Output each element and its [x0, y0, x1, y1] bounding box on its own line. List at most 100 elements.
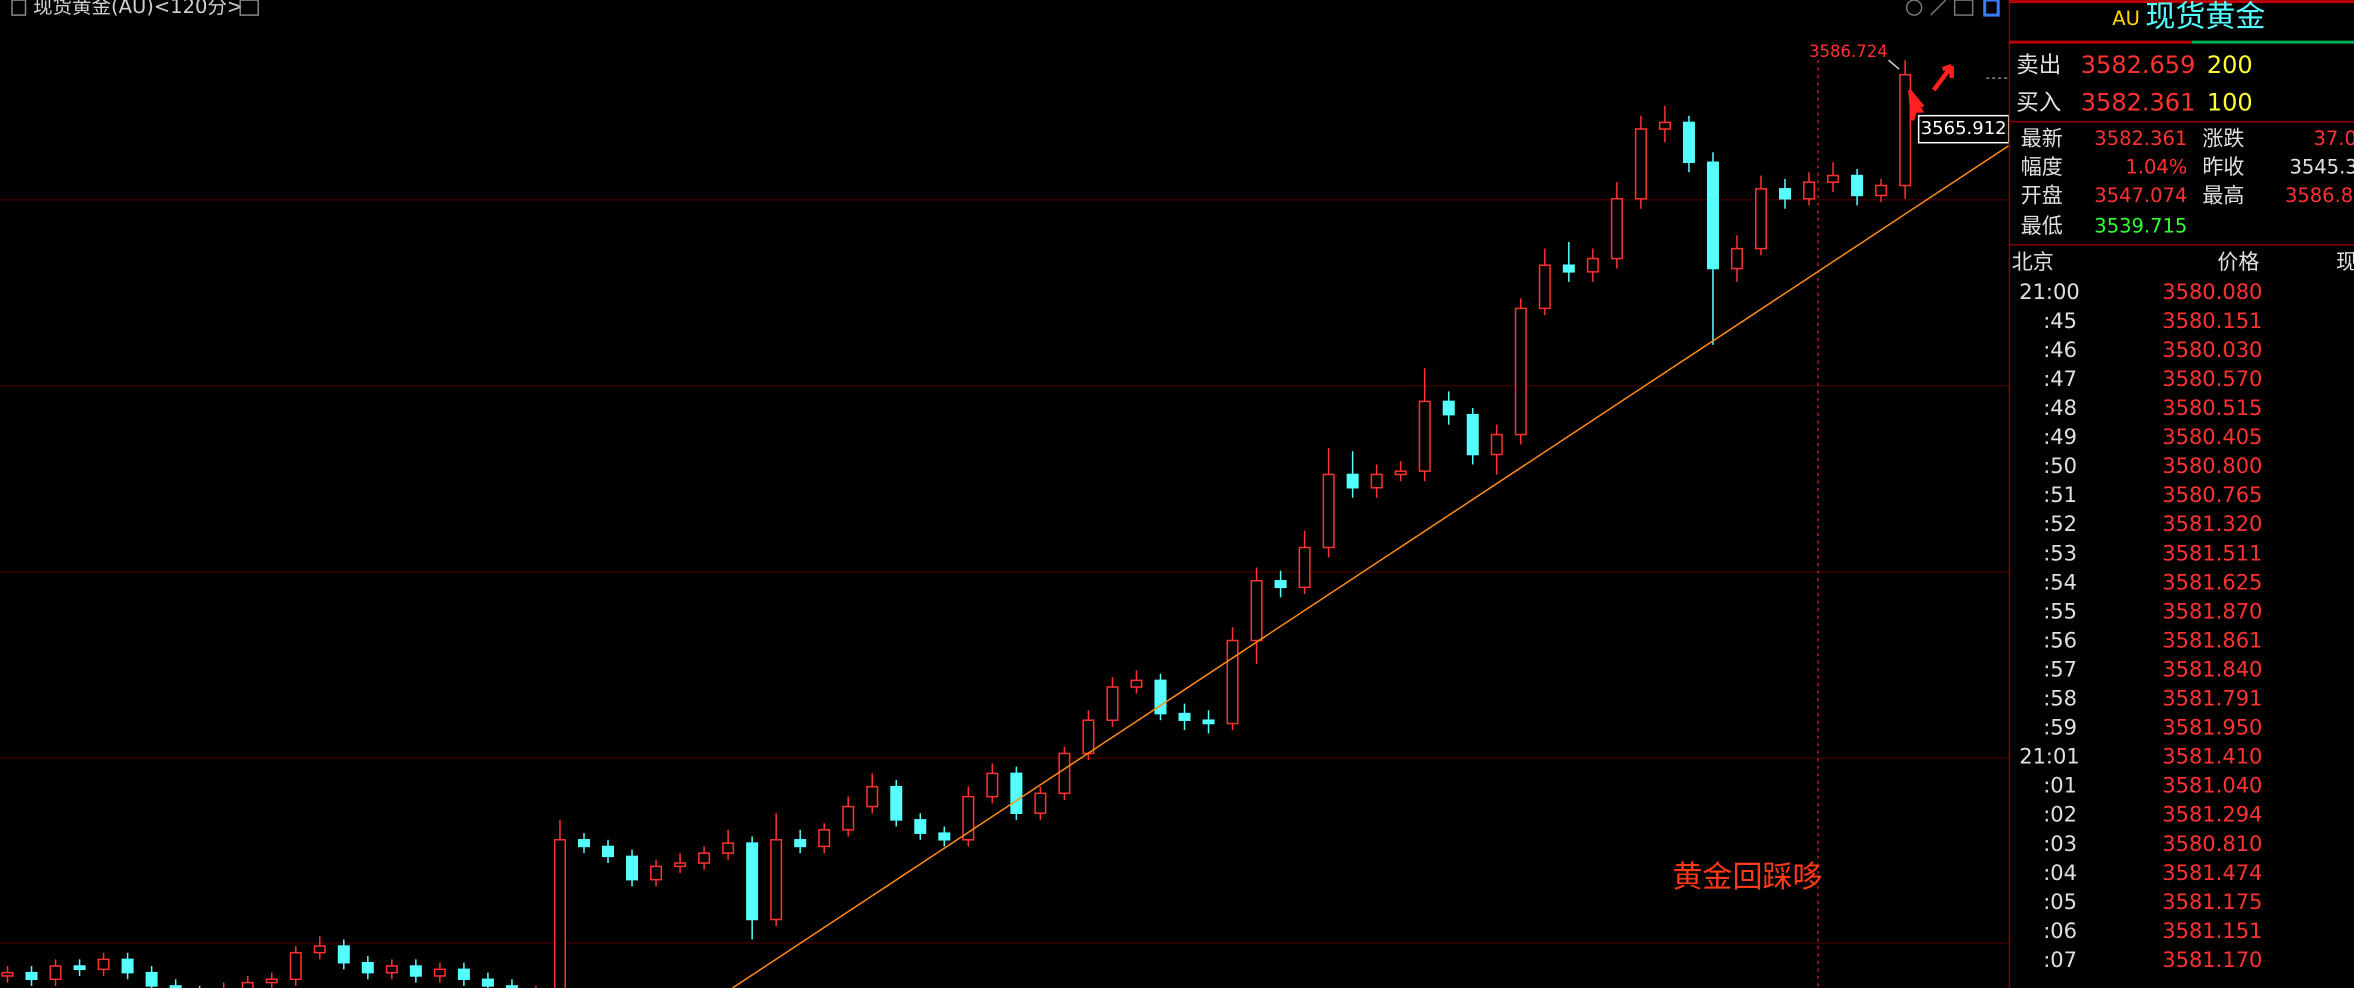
candle-body [1827, 174, 1840, 183]
tick-table: 21:00 3580.080:45 3580.151:46 3580.030:47 35… [2019, 279, 2262, 972]
candle-body [1106, 686, 1119, 721]
candle-body [1034, 792, 1047, 814]
candle-body [73, 965, 86, 971]
candle-body [409, 965, 422, 977]
eye-icon[interactable] [1905, 0, 1923, 16]
tick-price: 3580.515 [2162, 395, 2262, 420]
candle-body [1682, 121, 1695, 164]
candle-body [650, 865, 663, 881]
candle-body [818, 829, 831, 848]
panel-icon[interactable] [1983, 0, 2000, 17]
tick-price: 3581.175 [2162, 889, 2262, 914]
tick-time: :49 [2043, 424, 2077, 449]
tick-time: :46 [2043, 337, 2077, 362]
candle-body [1538, 264, 1551, 310]
stat-value: 3547.074 [2094, 184, 2187, 207]
tick-time: :59 [2043, 715, 2077, 740]
stat-label: 最高 [2202, 183, 2244, 208]
candle-body [890, 785, 903, 821]
tick-price: 3581.040 [2162, 773, 2262, 798]
candle-body [457, 968, 470, 981]
tick-price: 3580.080 [2162, 279, 2262, 304]
tick-time: :48 [2043, 395, 2077, 420]
stat-label: 开盘 [2021, 183, 2063, 208]
candle-body [361, 961, 374, 974]
tick-time: :04 [2043, 860, 2077, 885]
stat-value: 3545.3 [2289, 156, 2354, 179]
tick-time: :01 [2043, 773, 2077, 798]
candle-body [938, 832, 951, 841]
candle-body [1851, 174, 1864, 197]
candle-body [962, 795, 975, 841]
tick-price: 3580.405 [2162, 424, 2262, 449]
candle-body [265, 978, 278, 984]
toolbar-icons [1905, 0, 2000, 17]
tick-time: :05 [2043, 889, 2077, 914]
candle-body [241, 981, 254, 988]
candle-body [1298, 546, 1311, 589]
tick-price: 3581.840 [2162, 656, 2262, 681]
tick-price: 3581.320 [2162, 511, 2262, 536]
candle-body [25, 971, 38, 981]
sell-volume: 200 [2207, 51, 2253, 79]
arrow-down [1908, 89, 1925, 121]
grid-icon[interactable] [1953, 0, 1974, 16]
tick-price: 3581.791 [2162, 686, 2262, 711]
candle-body [1875, 184, 1888, 197]
candle-body [1730, 247, 1743, 270]
candle-body [1346, 473, 1359, 489]
candle-body [1082, 719, 1095, 755]
stat-label: 最低 [2021, 213, 2063, 238]
candle-body [1322, 473, 1335, 549]
symbol-code: AU [2112, 7, 2140, 30]
buy-price: 3582.361 [2081, 89, 2196, 117]
candle-body [1466, 413, 1479, 456]
candle-body [1058, 752, 1071, 795]
tick-time: :07 [2043, 947, 2077, 972]
stat-value: 3582.361 [2094, 127, 2187, 150]
stat-value: 3539.715 [2094, 214, 2187, 237]
candle-body [1202, 719, 1215, 725]
tick-price: 3581.870 [2162, 598, 2262, 623]
candle-body [914, 819, 927, 834]
candle-body [169, 985, 182, 988]
candle-body [1274, 579, 1287, 589]
tick-price: 3581.170 [2162, 947, 2262, 972]
candle-body [433, 968, 446, 977]
tick-price: 3580.800 [2162, 453, 2262, 478]
tick-price: 3581.950 [2162, 715, 2262, 740]
quote-panel: AU 现货黄金 卖出 3582.659 200 买入 3582.361 100 … [2008, 0, 2354, 988]
candle-body [553, 839, 566, 988]
candle-body [145, 971, 158, 987]
candle-body [770, 839, 783, 921]
candle-body [746, 842, 759, 921]
tick-time: :47 [2043, 366, 2077, 391]
candle-body [626, 855, 639, 881]
candle-body [1, 971, 14, 977]
candle-body [577, 839, 591, 848]
candle-body [385, 965, 398, 974]
candle-body [481, 978, 494, 987]
title-bar [0, 0, 2009, 22]
candle-body [289, 951, 302, 981]
trend-line [732, 145, 2010, 988]
arrow-up [1931, 64, 1954, 92]
pen-icon[interactable] [1930, 0, 1947, 16]
tick-time: :45 [2043, 308, 2077, 333]
tick-time: 21:00 [2019, 279, 2080, 304]
sell-label: 卖出 [2016, 53, 2061, 79]
candle-body [674, 862, 687, 868]
tick-time: :57 [2043, 656, 2077, 681]
tick-time: :55 [2043, 598, 2077, 623]
tick-price: 3580.030 [2162, 337, 2262, 362]
price-box [1917, 114, 2010, 144]
table-header: 北京 [2012, 249, 2054, 274]
candle-body [1514, 307, 1527, 436]
tick-time: 21:01 [2019, 744, 2080, 769]
candle-body [1370, 473, 1383, 489]
menu-icon[interactable] [11, 0, 27, 16]
candle-body [866, 785, 879, 808]
dropdown-icon[interactable] [239, 0, 259, 16]
tick-price: 3580.810 [2162, 831, 2262, 856]
